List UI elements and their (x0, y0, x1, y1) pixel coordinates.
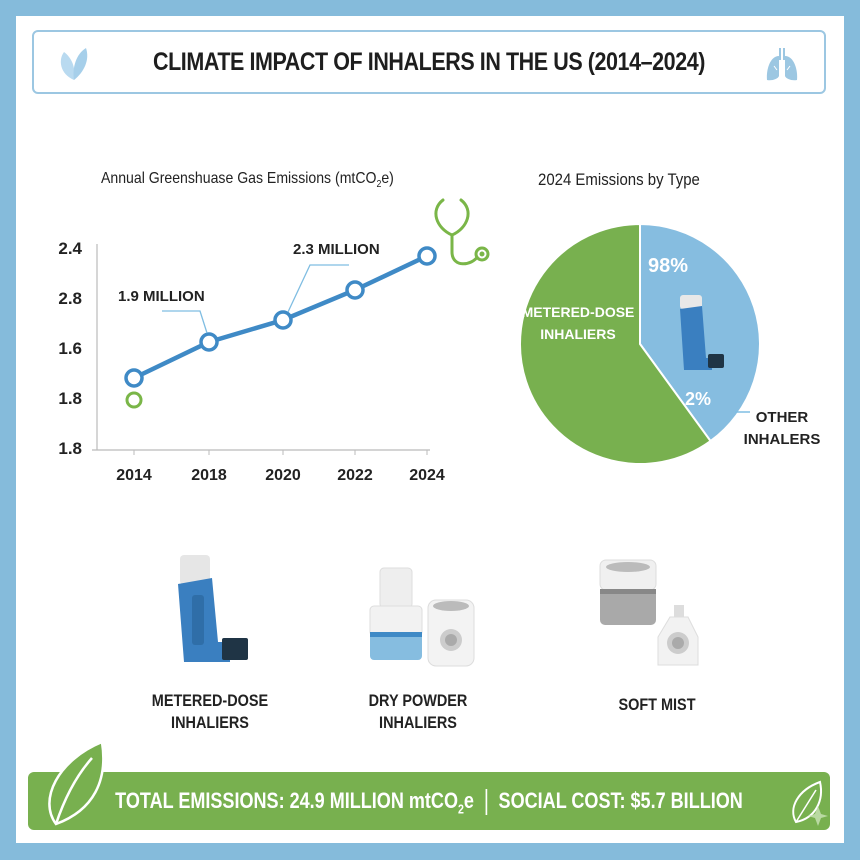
annotation-label: 1.9 MILLION (118, 288, 205, 305)
label-line: DRY POWDER (368, 691, 468, 710)
x-tick-label: 2020 (265, 467, 301, 484)
line-chart-title: Annual Greenshuase Gas Emissions (mtCO2e… (101, 170, 394, 191)
stethoscope-icon (434, 198, 490, 266)
slice-secondary-label: 2% (685, 389, 711, 409)
data-point (124, 368, 144, 388)
leaf-icon (48, 740, 105, 826)
label-line: INHALIERS (379, 713, 457, 732)
label-line: INHALIERS (171, 713, 249, 732)
footer-text: TOTAL EMISSIONS: 24.9 MILLION mtCO2e SOCI… (100, 788, 758, 816)
y-tick-label: 2.4 (58, 239, 82, 258)
inhaler-type-label: SOFT MIST (589, 694, 725, 716)
inhaler-icon (680, 295, 724, 370)
data-point (417, 246, 437, 266)
slice-label-text: METERED-DOSE (522, 304, 635, 320)
pie-slice (519, 222, 712, 465)
x-tick-label: 2014 (116, 467, 152, 484)
x-tick-label: 2024 (409, 467, 445, 484)
divider (485, 789, 488, 816)
social-cost: SOCIAL COST: $5.7 BILLION (498, 788, 743, 813)
y-tick-label: 1.8 (58, 389, 82, 408)
inhaler-type-label: METERED-DOSE INHALIERS (142, 690, 278, 734)
annotation-label: 2.3 MILLION (293, 241, 380, 258)
dry-powder-inhaler-icon (369, 567, 475, 667)
extra-marker (125, 391, 143, 409)
data-point (199, 332, 219, 352)
total-emissions: TOTAL EMISSIONS: 24.9 MILLION mtCO (115, 788, 458, 813)
annotation-leader (162, 310, 208, 334)
soft-mist-inhaler-icon (599, 559, 699, 666)
leaf-icon (60, 48, 88, 80)
page-title: CLIMATE IMPACT OF INHALERS IN THE US (20… (152, 48, 705, 76)
other-inhalers-label: OTHER INHALERS (744, 409, 821, 448)
label-line: SOFT MIST (618, 695, 696, 714)
x-tick-label: 2018 (191, 467, 227, 484)
y-tick-label: 1.8 (58, 439, 82, 458)
inhaler-type-label: DRY POWDER INHALIERS (350, 690, 486, 734)
y-tick-label: 1.6 (58, 339, 82, 358)
header-box: CLIMATE IMPACT OF INHALERS IN THE US (20… (32, 30, 826, 94)
label-line: METERED-DOSE (151, 691, 269, 710)
data-point (273, 310, 293, 330)
metered-dose-inhaler-icon (178, 555, 248, 662)
y-tick-label: 2.8 (58, 289, 82, 308)
line-chart: 2.4 2.8 1.6 1.8 1.8 2014 2018 2020 2022 2024 1.9 … (58, 198, 490, 484)
leaf-icon (792, 780, 828, 826)
subscript: 2 (457, 801, 464, 817)
pie-chart-title: 2024 Emissions by Type (538, 170, 700, 189)
pie-chart: 98% METERED-DOSE INHALIERS 2% OTHER INHALE… (519, 222, 821, 465)
data-point (345, 280, 365, 300)
x-tick-label: 2022 (337, 467, 373, 484)
annotation-leader (287, 264, 349, 313)
lungs-icon (766, 48, 798, 81)
unit-suffix: e (463, 788, 474, 813)
slice-value-label: 98% (648, 255, 688, 277)
slice-label: METERED-DOSE INHALIERS (522, 304, 635, 342)
footer-banner: TOTAL EMISSIONS: 24.9 MILLION mtCO2e SOCI… (28, 772, 830, 830)
